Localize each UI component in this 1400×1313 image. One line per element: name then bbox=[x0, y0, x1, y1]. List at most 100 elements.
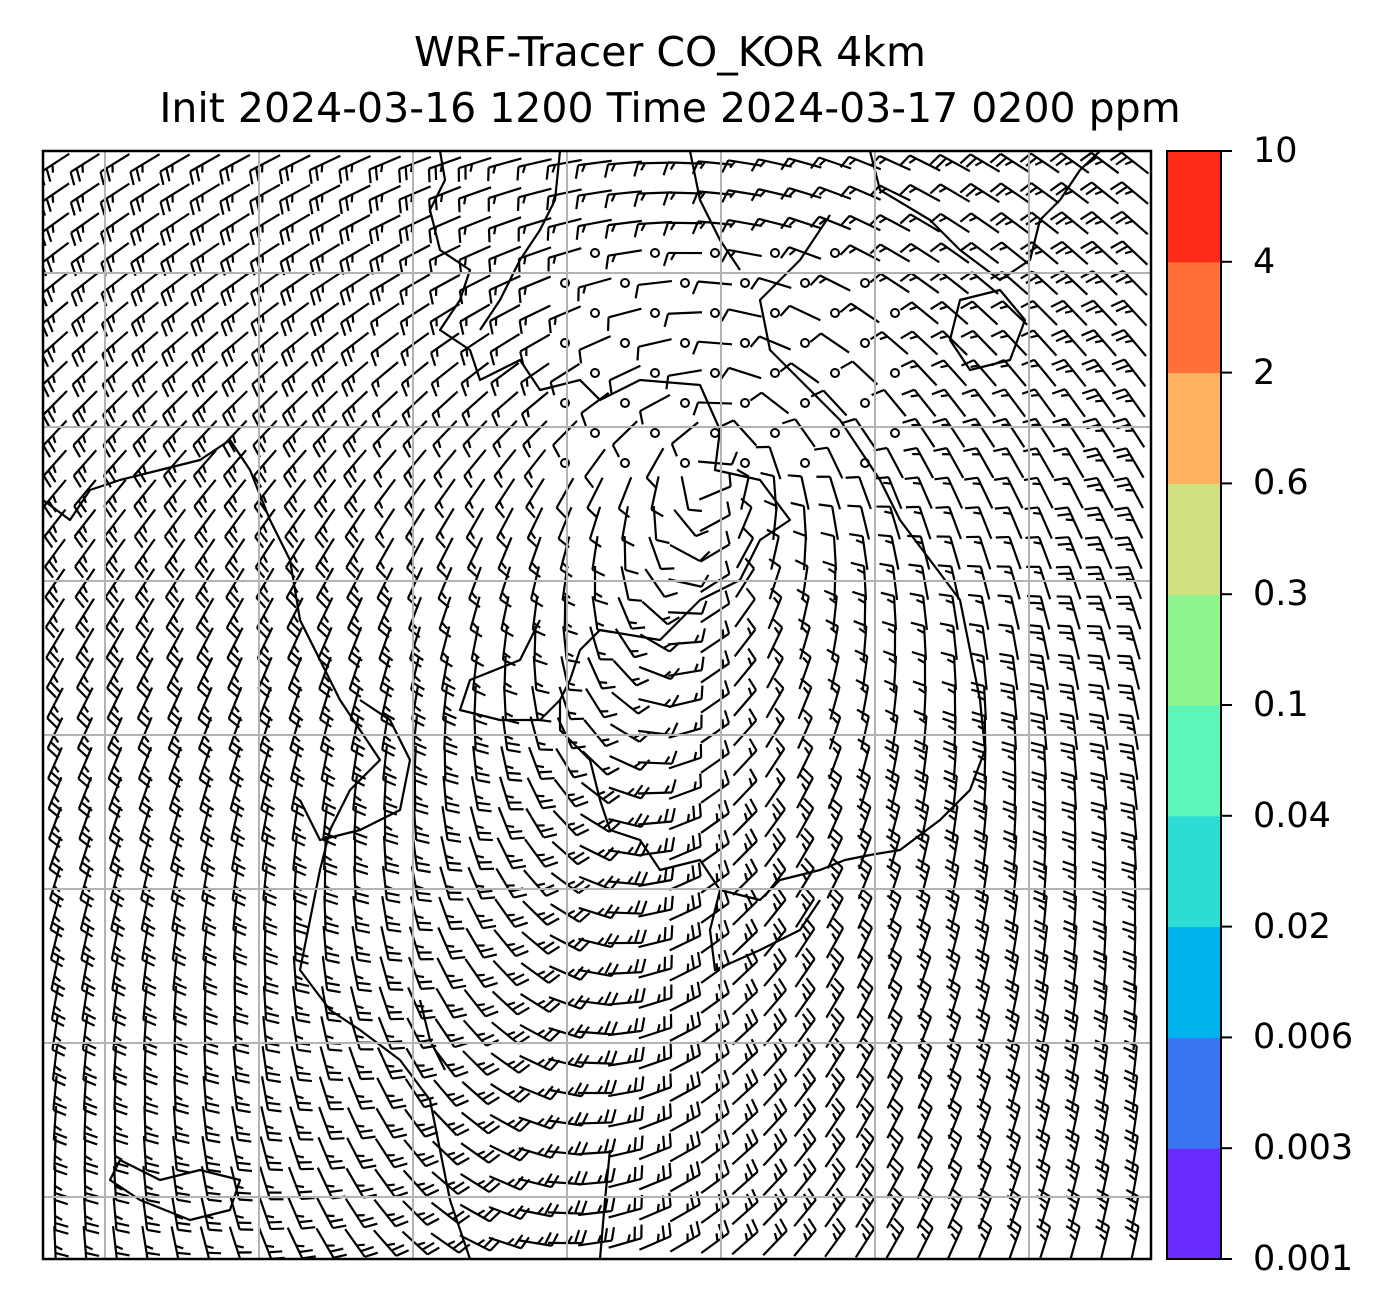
wind-barb bbox=[577, 1020, 619, 1036]
wind-barb bbox=[944, 888, 960, 930]
wind-barb bbox=[492, 959, 530, 987]
wind-barb bbox=[318, 656, 334, 699]
wind-barb bbox=[577, 991, 619, 1007]
wind-barb bbox=[975, 978, 991, 1020]
wind-barb bbox=[700, 1009, 730, 1044]
wind-barb bbox=[1079, 181, 1119, 205]
wind-barb bbox=[765, 677, 785, 719]
wind-barb bbox=[369, 243, 401, 275]
wind-barb bbox=[809, 186, 852, 200]
wind-barb bbox=[663, 311, 703, 328]
wind-barb bbox=[553, 778, 589, 808]
wind-barb bbox=[873, 446, 904, 479]
wind-barb bbox=[383, 775, 398, 816]
wind-barb bbox=[440, 656, 456, 697]
wind-barb bbox=[1112, 447, 1145, 479]
calm-marker bbox=[740, 278, 750, 288]
wind-barb bbox=[280, 331, 309, 367]
wind-barb bbox=[221, 390, 248, 428]
wind-barb bbox=[517, 246, 552, 273]
calm-marker bbox=[890, 428, 900, 438]
wind-barb bbox=[793, 1157, 817, 1197]
calm-marker bbox=[620, 278, 630, 288]
wind-barb bbox=[990, 329, 1028, 357]
wind-barb bbox=[762, 1188, 788, 1227]
wind-barb bbox=[997, 594, 1020, 630]
wind-barb bbox=[825, 917, 845, 959]
wind-barb bbox=[607, 929, 647, 945]
wind-barb bbox=[398, 155, 432, 183]
wind-barb bbox=[160, 242, 190, 277]
calm-marker bbox=[620, 458, 630, 468]
wind-barb bbox=[910, 621, 928, 661]
wind-barb bbox=[976, 1128, 992, 1170]
calm-marker bbox=[620, 338, 630, 348]
colorbar bbox=[1167, 151, 1221, 1260]
wind-barb bbox=[349, 986, 373, 1022]
wind-barb bbox=[700, 1099, 730, 1134]
wind-barb bbox=[1050, 240, 1089, 266]
wind-barb bbox=[607, 1017, 646, 1037]
wind-barb bbox=[520, 391, 549, 427]
calm-marker bbox=[650, 368, 660, 378]
wind-barb bbox=[192, 449, 217, 488]
wind-barb bbox=[991, 388, 1027, 418]
wind-barb bbox=[1120, 831, 1137, 871]
wind-barb bbox=[780, 157, 822, 171]
wind-barb bbox=[998, 623, 1020, 660]
wind-barb bbox=[220, 301, 250, 337]
wind-barb bbox=[228, 746, 244, 788]
wind-barb bbox=[199, 1226, 223, 1259]
wind-barb bbox=[310, 331, 340, 367]
wind-barb bbox=[348, 656, 364, 698]
wind-barb bbox=[915, 888, 931, 930]
wind-barb bbox=[638, 895, 674, 918]
wind-barb bbox=[374, 508, 396, 549]
wind-barb bbox=[732, 708, 758, 747]
wind-barb bbox=[162, 449, 188, 488]
wind-barb bbox=[263, 955, 279, 995]
wind-barb bbox=[732, 798, 758, 836]
wind-barb bbox=[496, 507, 514, 549]
colorbar-segment bbox=[1167, 926, 1221, 1038]
calm-marker bbox=[770, 368, 780, 378]
wind-barb bbox=[900, 330, 939, 356]
wind-barb bbox=[917, 1037, 933, 1080]
wind-barb bbox=[581, 750, 620, 776]
wind-barb bbox=[341, 361, 369, 397]
wind-barb bbox=[43, 182, 70, 216]
wind-barb bbox=[899, 213, 941, 233]
wind-barb bbox=[976, 1098, 992, 1140]
wind-barb bbox=[195, 567, 215, 609]
wind-barb bbox=[469, 806, 493, 842]
wind-barb bbox=[764, 797, 786, 838]
wind-barb bbox=[1021, 358, 1057, 387]
wind-barb bbox=[1117, 684, 1140, 720]
wind-barb bbox=[287, 1166, 315, 1200]
wind-barb bbox=[492, 420, 518, 458]
wind-barb bbox=[731, 1098, 759, 1136]
wind-barb bbox=[161, 360, 189, 398]
wind-barb bbox=[1111, 358, 1147, 388]
wind-barb bbox=[113, 1135, 129, 1175]
wind-barb bbox=[975, 1038, 991, 1080]
wind-barb bbox=[293, 895, 309, 936]
wind-barb bbox=[378, 986, 405, 1021]
wind-barb bbox=[173, 1045, 189, 1086]
wind-barb bbox=[874, 476, 903, 510]
wind-barb bbox=[343, 449, 367, 489]
wind-barb bbox=[887, 917, 902, 960]
wind-barb bbox=[344, 1198, 378, 1229]
wind-barb bbox=[940, 651, 958, 691]
wind-barb bbox=[460, 1172, 501, 1194]
wind-barb bbox=[346, 1107, 376, 1140]
wind-barb bbox=[470, 626, 485, 668]
calm-marker bbox=[830, 248, 840, 258]
wind-barb bbox=[44, 568, 66, 609]
wind-barb bbox=[518, 275, 552, 304]
wind-barb bbox=[668, 685, 704, 708]
wind-barb bbox=[938, 593, 959, 630]
wind-barb bbox=[260, 1076, 282, 1113]
wind-barb bbox=[959, 153, 1001, 173]
wind-barb bbox=[579, 844, 621, 862]
